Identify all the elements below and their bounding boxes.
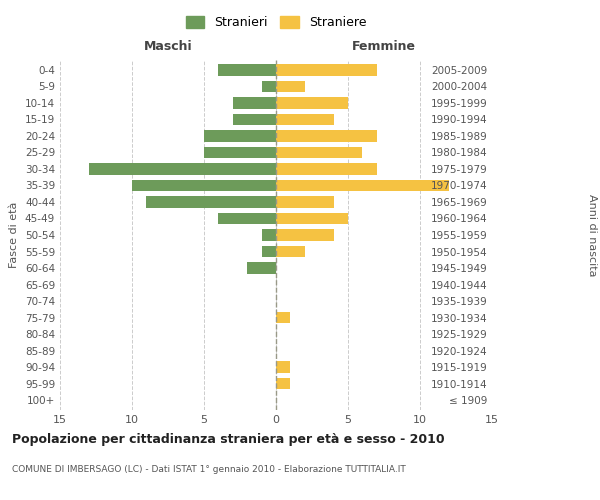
Text: Maschi: Maschi	[143, 40, 193, 52]
Bar	[276, 212, 348, 224]
Bar	[89, 163, 276, 174]
Bar	[233, 114, 276, 125]
Bar	[276, 97, 348, 108]
Bar	[276, 312, 290, 324]
Bar	[276, 180, 449, 192]
Bar	[276, 229, 334, 241]
Bar	[276, 114, 334, 125]
Bar	[276, 80, 305, 92]
Bar	[276, 196, 334, 208]
Bar	[233, 97, 276, 108]
Bar	[276, 246, 305, 258]
Bar	[247, 262, 276, 274]
Bar	[262, 246, 276, 258]
Bar	[132, 180, 276, 192]
Bar	[262, 80, 276, 92]
Bar	[276, 130, 377, 141]
Bar	[204, 130, 276, 141]
Y-axis label: Fasce di età: Fasce di età	[10, 202, 19, 268]
Legend: Stranieri, Straniere: Stranieri, Straniere	[181, 11, 371, 34]
Bar	[276, 146, 362, 158]
Text: Anni di nascita: Anni di nascita	[587, 194, 597, 276]
Text: COMUNE DI IMBERSAGO (LC) - Dati ISTAT 1° gennaio 2010 - Elaborazione TUTTITALIA.: COMUNE DI IMBERSAGO (LC) - Dati ISTAT 1°…	[12, 466, 406, 474]
Text: Popolazione per cittadinanza straniera per età e sesso - 2010: Popolazione per cittadinanza straniera p…	[12, 432, 445, 446]
Text: Femmine: Femmine	[352, 40, 416, 52]
Bar	[276, 64, 377, 76]
Bar	[204, 146, 276, 158]
Bar	[276, 163, 377, 174]
Bar	[218, 212, 276, 224]
Bar	[276, 378, 290, 390]
Bar	[146, 196, 276, 208]
Bar	[262, 229, 276, 241]
Bar	[276, 362, 290, 373]
Bar	[218, 64, 276, 76]
